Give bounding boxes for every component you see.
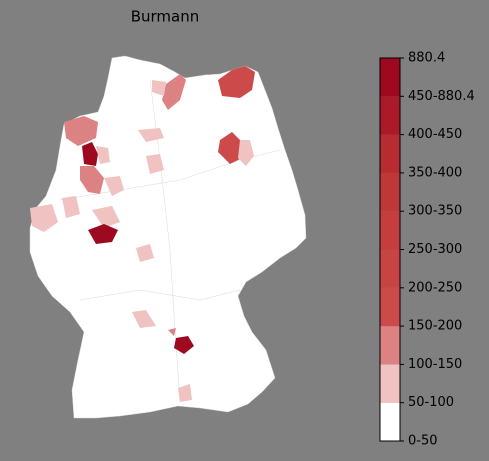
colorbar-tick-label: 450-880.4 [408,89,475,104]
district [104,176,124,196]
highlighted-districts [30,66,255,402]
colorbar-tick-label: 300-350 [408,204,462,219]
district [218,66,255,98]
district [152,80,166,96]
map-title: Burmann [131,8,200,26]
colorbar-segment [380,172,400,212]
colorbar-segment [380,134,400,173]
district [96,146,110,164]
colorbar-segment [380,58,400,97]
colorbar-tick-label: 250-300 [408,242,462,257]
district [218,132,242,164]
district [62,196,80,218]
colorbar-segment [380,211,400,250]
colorbar-tick-label: 880.4 [408,51,445,66]
district [238,140,254,166]
district [174,336,194,354]
colorbar-segment [380,287,400,327]
district [162,74,186,110]
colorbar-tick-label: 350-400 [408,165,462,180]
district [132,310,156,328]
colorbar-tick-label: 400-450 [408,127,462,142]
district [30,204,58,232]
colorbar-tick-label: 0-50 [408,434,438,449]
colorbar-tick-label: 100-150 [408,357,462,372]
colorbar-segment [380,249,400,288]
district [88,224,118,244]
district [80,166,104,194]
colorbar-tick-label: 200-250 [408,280,462,295]
district [178,384,192,402]
district [82,142,98,166]
district [136,244,154,262]
colorbar-segment [380,326,400,365]
district [138,128,164,142]
colorbar: 0-50 50-100 100-150 150-200 200-250 250-300 30… [379,51,475,449]
district [146,154,164,174]
district [92,206,120,228]
district [168,328,176,336]
colorbar-segment [380,364,400,403]
colorbar-segment [380,96,400,135]
district [64,116,98,146]
colorbar-segment [380,402,400,441]
colorbar-tick-label: 150-200 [408,319,462,334]
colorbar-tick-label: 50-100 [408,395,454,410]
